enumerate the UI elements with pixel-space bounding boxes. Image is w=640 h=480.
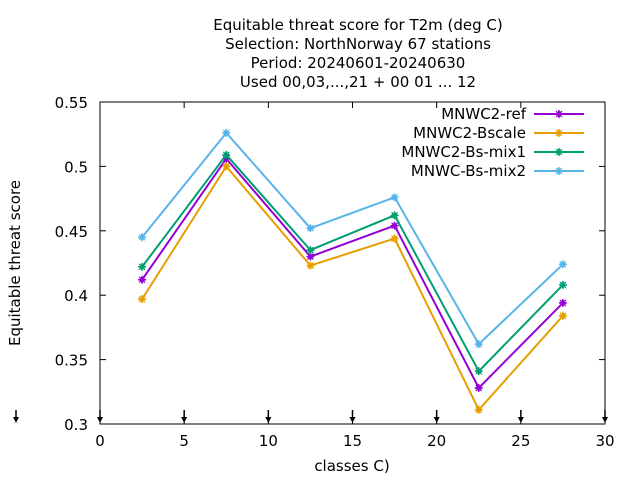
bottom-arrow-marker	[97, 410, 103, 423]
data-point	[558, 280, 567, 289]
series-line-4	[141, 131, 564, 346]
x-tick-label: 30	[595, 432, 614, 450]
data-point	[555, 110, 563, 118]
legend-label: MNWC2-Bs-mix1	[401, 143, 526, 161]
bottom-arrow-marker	[517, 410, 524, 423]
data-point	[306, 252, 315, 261]
data-point	[558, 311, 567, 320]
title-line-4: Used 00,03,...,21 + 00 01 ... 12	[240, 73, 476, 91]
series-line-2	[141, 164, 564, 412]
data-point	[474, 405, 483, 414]
data-point	[390, 221, 399, 230]
series-line-3	[141, 153, 564, 373]
x-axis-label: classes C)	[314, 457, 389, 475]
y-tick-label: 0.35	[55, 352, 88, 370]
data-point	[555, 167, 563, 175]
data-point	[138, 233, 147, 242]
data-point	[558, 298, 567, 307]
title-line-1: Equitable threat score for T2m (deg C)	[213, 16, 503, 34]
data-point	[474, 367, 483, 376]
data-point	[138, 295, 147, 304]
data-point	[222, 162, 231, 171]
data-point	[306, 261, 315, 270]
legend-entry: MNWC2-Bs-mix1	[401, 143, 584, 161]
data-point	[555, 148, 563, 156]
legend-entry: MNWC-Bs-mix2	[411, 162, 584, 180]
bottom-arrow-marker	[181, 410, 188, 423]
legend-label: MNWC2-ref	[441, 105, 526, 123]
legend-label: MNWC2-Bscale	[413, 124, 526, 142]
x-tick-label: 10	[259, 432, 278, 450]
data-point	[390, 211, 399, 220]
x-tick-label: 25	[511, 432, 530, 450]
bottom-arrow-marker	[349, 410, 356, 423]
y-tick-label: 0.45	[55, 223, 88, 241]
legend-label: MNWC-Bs-mix2	[411, 162, 526, 180]
x-tick-label: 0	[95, 432, 105, 450]
bottom-arrow-marker	[13, 410, 19, 423]
data-point	[138, 275, 147, 284]
x-tick-label: 20	[427, 432, 446, 450]
legend-entry: MNWC2-ref	[441, 105, 584, 123]
data-point	[390, 193, 399, 202]
series-line-1	[141, 157, 564, 390]
data-point	[138, 262, 147, 271]
legend-entry: MNWC2-Bscale	[413, 124, 584, 142]
data-point	[306, 224, 315, 233]
y-tick-label: 0.3	[64, 416, 88, 434]
y-axis-label: Equitable threat score	[6, 180, 24, 346]
plot-frame	[99, 101, 606, 425]
y-tick-label: 0.5	[64, 158, 88, 176]
title-line-2: Selection: NorthNorway 67 stations	[225, 35, 491, 53]
x-tick-label: 15	[343, 432, 362, 450]
bottom-arrow-marker	[602, 410, 608, 423]
data-point	[222, 150, 231, 159]
bottom-arrow-marker	[265, 410, 272, 423]
data-point	[555, 129, 563, 137]
axes: 0 5 10 15 20 25 30 0.3 0.35 0.4 0.45 0.5 0.55	[13, 94, 615, 450]
data-point	[474, 383, 483, 392]
title-line-3: Period: 20240601-20240630	[251, 54, 466, 72]
bottom-arrow-marker	[433, 410, 440, 423]
legend: MNWC2-refMNWC2-BscaleMNWC2-Bs-mix1MNWC-B…	[401, 105, 584, 180]
data-point	[306, 246, 315, 255]
data-point	[558, 260, 567, 269]
x-tick-label: 5	[179, 432, 189, 450]
y-tick-label: 0.4	[64, 287, 88, 305]
data-point	[222, 128, 231, 137]
y-tick-label: 0.55	[55, 94, 88, 112]
data-point	[390, 234, 399, 243]
chart-title: Equitable threat score for T2m (deg C) S…	[213, 16, 503, 91]
data-series	[138, 128, 567, 414]
data-point	[474, 340, 483, 349]
